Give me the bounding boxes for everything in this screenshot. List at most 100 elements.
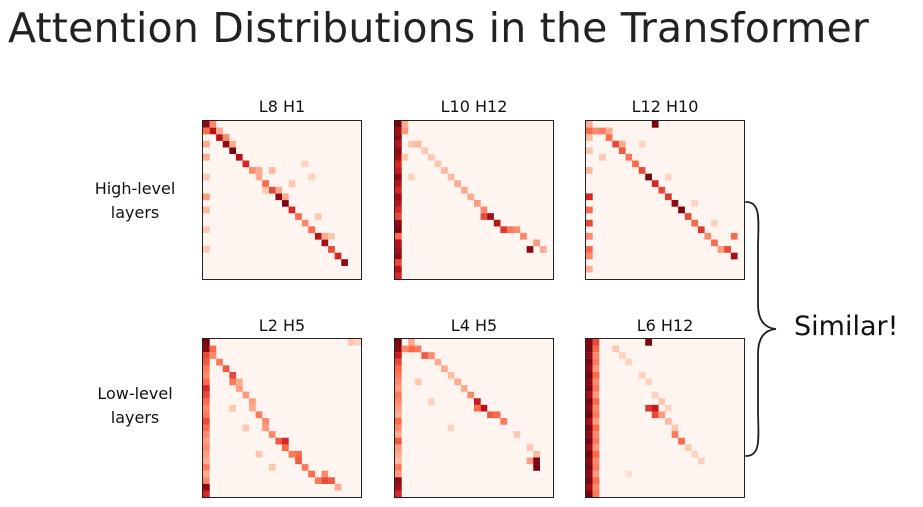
- heatmap-cell: [301, 464, 309, 471]
- heatmap-cell: [586, 127, 593, 135]
- heatmap-cell: [209, 345, 217, 353]
- heatmap-cell: [395, 140, 402, 148]
- heatmap-cell: [691, 219, 699, 227]
- heatmap-cell: [203, 127, 210, 135]
- heatmap-cell: [487, 411, 494, 419]
- heatmap-cell: [395, 385, 402, 392]
- heatmap-cell: [474, 200, 481, 207]
- heatmap-cell: [493, 411, 501, 419]
- heatmap-cell: [395, 246, 402, 253]
- heatmap-cell: [203, 206, 210, 214]
- heatmap-cell: [395, 437, 402, 445]
- heatmap-cell: [618, 140, 626, 148]
- heatmap-cell: [203, 153, 210, 161]
- heatmap-cell: [586, 424, 593, 432]
- heatmap-cell: [395, 226, 402, 234]
- heatmap-cell: [295, 450, 302, 458]
- heatmap-cell: [395, 470, 402, 478]
- heatmap-cell: [216, 358, 223, 366]
- heatmap-cell: [203, 464, 210, 471]
- heatmap-cell: [586, 431, 593, 438]
- heatmap-cell: [262, 186, 269, 194]
- heatmap-cell: [427, 153, 435, 161]
- similar-label: Similar!: [794, 311, 899, 342]
- heatmap-l12-h10: [585, 120, 745, 280]
- heatmap-cell: [341, 259, 348, 266]
- heatmap-cell: [314, 477, 322, 484]
- heatmap-cell: [592, 378, 600, 386]
- heatmap-cell: [651, 411, 659, 419]
- heatmap-cell: [592, 490, 600, 497]
- heatmap-cell: [638, 167, 646, 174]
- heatmap-cell: [295, 457, 302, 465]
- heatmap-cell: [395, 365, 402, 373]
- heatmap-cell: [592, 398, 600, 405]
- heatmap-l8-h1: [202, 120, 362, 280]
- heatmap-cell: [203, 339, 210, 346]
- heatmap-cell: [638, 371, 646, 379]
- heatmap-cell: [586, 470, 593, 478]
- heatmap-title-5: L6 H12: [636, 316, 694, 335]
- heatmap-cell: [592, 352, 600, 359]
- heatmap-cell: [414, 140, 422, 148]
- heatmap-cell: [480, 213, 488, 220]
- heatmap-cell: [395, 411, 402, 419]
- heatmap-cell: [586, 193, 593, 201]
- heatmap-cell: [203, 437, 210, 445]
- heatmap-cell: [645, 404, 652, 412]
- heatmap-cell: [592, 424, 600, 432]
- heatmap-cell: [671, 200, 679, 207]
- heatmap-cell: [395, 404, 402, 412]
- heatmap-cell: [395, 265, 402, 273]
- heatmap-cell: [203, 378, 210, 386]
- heatmap-cell: [395, 160, 402, 168]
- heatmap-cell: [480, 404, 488, 412]
- heatmap-cell: [229, 404, 237, 412]
- heatmap-cell: [395, 464, 402, 471]
- heatmap-cell: [395, 424, 402, 432]
- heatmap-cell: [506, 226, 514, 234]
- heatmap-cell: [209, 352, 217, 359]
- heatmap-cell: [395, 134, 402, 141]
- heatmap-cell: [651, 391, 659, 399]
- heatmap-cell: [625, 470, 633, 478]
- heatmap-cell: [395, 213, 402, 220]
- heatmap-cell: [203, 431, 210, 438]
- heatmap-cell: [282, 200, 289, 207]
- heatmap-cell: [487, 213, 494, 220]
- heatmap-cell: [724, 246, 731, 253]
- row-label-high-level: High-level layers: [70, 177, 200, 225]
- heatmap-cell: [395, 457, 402, 465]
- heatmap-cell: [586, 339, 593, 346]
- heatmap-cell: [255, 450, 263, 458]
- slide-title: Attention Distributions in the Transform…: [8, 4, 869, 52]
- heatmap-cell: [678, 437, 685, 445]
- heatmap-cell: [513, 431, 521, 438]
- heatmap-cell: [229, 147, 237, 155]
- heatmap-cell: [586, 134, 593, 141]
- heatmap-title-4: L4 H5: [450, 316, 498, 335]
- heatmap-cell: [288, 206, 296, 214]
- heatmap-cell: [308, 470, 316, 478]
- heatmap-cell: [395, 398, 402, 405]
- heatmap-cell: [401, 153, 409, 161]
- heatmap-cell: [697, 457, 705, 465]
- heatmap-cell: [308, 226, 316, 234]
- heatmap-cell: [658, 411, 666, 419]
- heatmap-background: [395, 339, 553, 497]
- heatmap-cell: [203, 477, 210, 484]
- heatmap-cell: [447, 371, 455, 379]
- heatmap-l6-h12-plot: [586, 339, 744, 497]
- heatmap-cell: [684, 213, 692, 220]
- heatmap-cell: [539, 246, 547, 253]
- heatmap-cell: [203, 352, 210, 359]
- heatmap-cell: [354, 339, 361, 346]
- heatmap-cell: [586, 358, 593, 366]
- heatmap-cell: [592, 470, 600, 478]
- heatmap-cell: [441, 167, 448, 174]
- heatmap-cell: [533, 239, 540, 247]
- heatmap-cell: [500, 226, 508, 234]
- heatmap-cell: [592, 477, 600, 484]
- heatmap-cell: [203, 391, 210, 399]
- heatmap-cell: [645, 378, 652, 386]
